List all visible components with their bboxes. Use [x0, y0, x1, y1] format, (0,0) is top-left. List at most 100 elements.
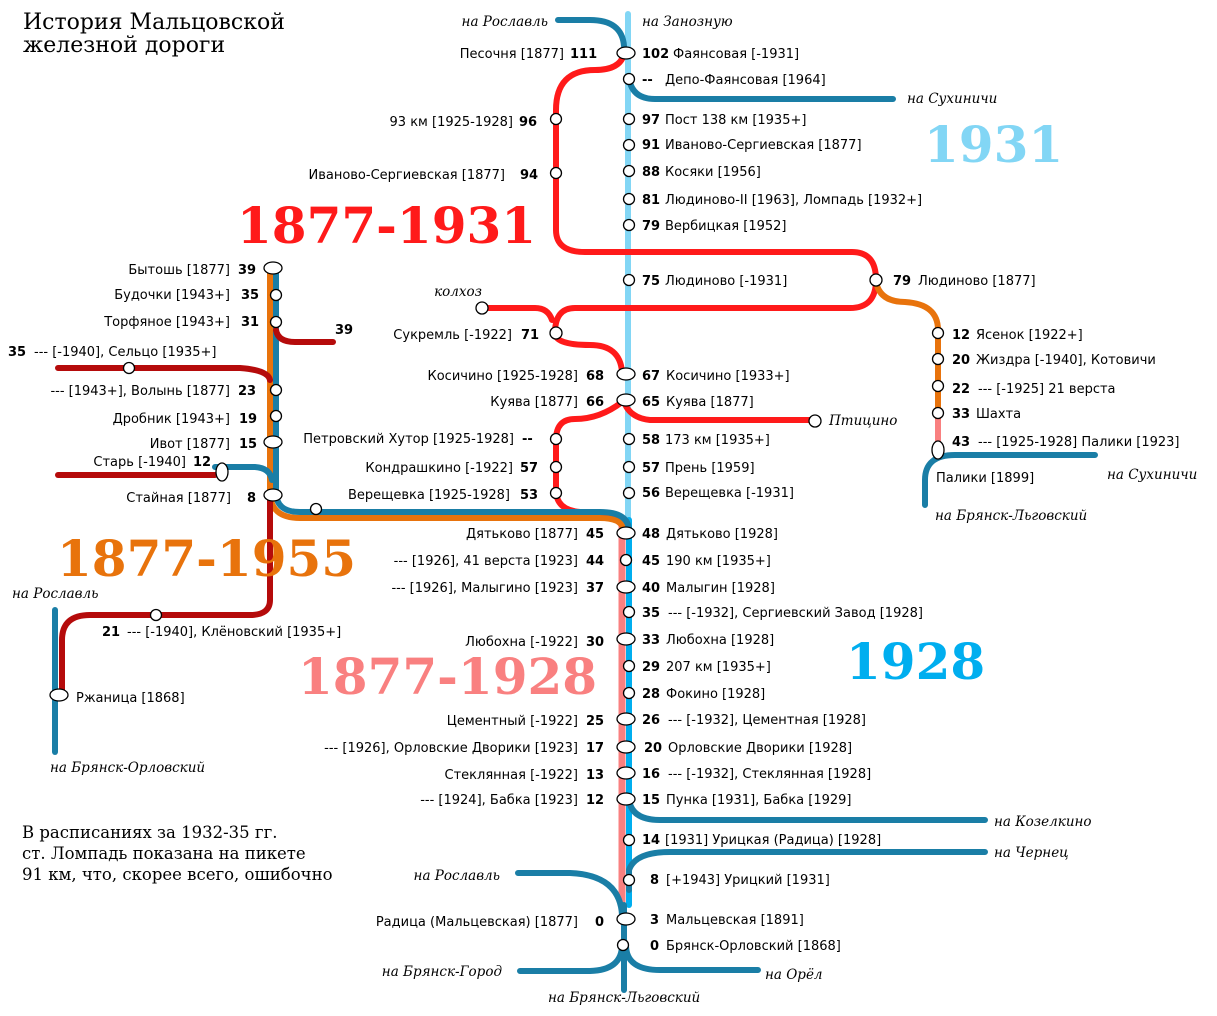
station-marker[interactable] — [263, 435, 283, 449]
station-km: 35 — [642, 606, 660, 621]
station-marker[interactable] — [309, 502, 323, 516]
station-marker[interactable] — [622, 138, 636, 152]
station-marker[interactable] — [122, 361, 136, 375]
station-marker[interactable] — [619, 553, 633, 567]
station-name: Верещевка [-1931] — [665, 486, 794, 501]
station-name: --- [-1932], Стеклянная [1928] — [668, 767, 871, 782]
station-marker[interactable] — [616, 792, 636, 806]
station-marker[interactable] — [269, 383, 283, 397]
station-marker[interactable] — [149, 608, 163, 622]
station-km: 23 — [238, 384, 256, 399]
station-name: Орловские Дворики [1928] — [668, 741, 852, 756]
station-marker[interactable] — [269, 288, 283, 302]
station-km: 3 — [650, 913, 659, 928]
station-marker[interactable] — [622, 659, 636, 673]
station-marker[interactable] — [616, 367, 636, 381]
station-km: 97 — [642, 113, 660, 128]
station-marker[interactable] — [616, 766, 636, 780]
station-marker[interactable] — [616, 938, 630, 952]
station-marker[interactable] — [269, 409, 283, 423]
station-marker[interactable] — [622, 686, 636, 700]
station-marker[interactable] — [622, 72, 636, 86]
station-marker[interactable] — [622, 218, 636, 232]
station-marker[interactable] — [622, 460, 636, 474]
station-name: Мальцевская [1891] — [666, 913, 804, 928]
station-marker[interactable] — [622, 112, 636, 126]
direction-zanoznaya: на Занозную — [642, 14, 733, 30]
station-name: Вербицкая [1952] — [665, 219, 786, 234]
line-kolkhoz — [479, 305, 555, 323]
station-km: 88 — [642, 165, 660, 180]
station-name: 190 км [1935+] — [666, 554, 771, 569]
station-marker[interactable] — [215, 462, 229, 482]
station-name: Кондрашкино [-1922] — [365, 461, 513, 476]
station-marker[interactable] — [616, 526, 636, 540]
station-name: Куява [1877] — [490, 395, 578, 410]
station-marker[interactable] — [549, 432, 563, 446]
line-palikii-blue — [922, 452, 1098, 508]
era-1877-1931: 1877-1931 — [237, 196, 536, 255]
direction-ptitsino: Птицино — [828, 413, 897, 429]
station-km: 12 — [952, 328, 970, 343]
station-km: 94 — [520, 168, 538, 183]
station-marker[interactable] — [616, 912, 636, 926]
station-marker[interactable] — [616, 632, 636, 646]
station-marker[interactable] — [622, 164, 636, 178]
station-name: Косичино [1933+] — [666, 369, 790, 384]
station-marker[interactable] — [622, 833, 636, 847]
station-marker[interactable] — [549, 326, 563, 340]
station-km: 20 — [644, 741, 662, 756]
station-marker[interactable] — [269, 315, 283, 329]
station-marker[interactable] — [549, 460, 563, 474]
station-marker[interactable] — [808, 414, 822, 428]
station-km: 20 — [952, 353, 970, 368]
station-name: Будочки [1943+] — [114, 288, 230, 303]
station-marker[interactable] — [622, 605, 636, 619]
direction-orel: на Орёл — [765, 967, 823, 983]
station-marker[interactable] — [869, 273, 883, 287]
station-marker[interactable] — [475, 301, 489, 315]
station-km: 79 — [642, 219, 660, 234]
station-marker[interactable] — [549, 166, 563, 180]
station-km: 21 — [102, 625, 120, 640]
station-km: 8 — [650, 873, 659, 888]
station-marker[interactable] — [263, 261, 283, 275]
note-line1: В расписаниях за 1932-35 гг. — [22, 823, 277, 842]
station-marker[interactable] — [622, 432, 636, 446]
station-km: 35 — [8, 345, 26, 360]
station-marker[interactable] — [616, 712, 636, 726]
station-marker[interactable] — [549, 112, 563, 126]
station-marker[interactable] — [622, 486, 636, 500]
station-marker[interactable] — [549, 486, 563, 500]
station-km: 30 — [586, 635, 604, 650]
station-marker[interactable] — [616, 580, 636, 594]
station-marker[interactable] — [616, 393, 636, 407]
station-km: 79 — [893, 274, 911, 289]
direction-chernets: на Чернец — [994, 845, 1069, 861]
station-marker[interactable] — [616, 740, 636, 754]
station-name: Дятьково [1877] — [466, 527, 578, 542]
station-name: Верещевка [1925-1928] — [348, 488, 510, 503]
station-marker[interactable] — [931, 406, 945, 420]
station-marker[interactable] — [263, 488, 283, 502]
line-seltso — [55, 365, 273, 383]
station-name: Ивот [1877] — [150, 437, 230, 452]
station-km: 15 — [642, 793, 660, 808]
title-line2: железной дороги — [23, 33, 225, 58]
station-marker[interactable] — [931, 352, 945, 366]
station-marker[interactable] — [931, 440, 945, 460]
station-km: 75 — [642, 274, 660, 289]
station-name: --- [1925-1928] Палики [1923] — [978, 435, 1180, 450]
station-marker[interactable] — [616, 46, 636, 60]
station-marker[interactable] — [49, 688, 69, 702]
station-marker[interactable] — [931, 326, 945, 340]
station-km: 37 — [586, 581, 604, 596]
station-marker[interactable] — [622, 873, 636, 887]
station-marker[interactable] — [931, 379, 945, 393]
station-km: 22 — [952, 382, 970, 397]
station-km: 40 — [642, 581, 660, 596]
station-km: 17 — [586, 741, 604, 756]
station-marker[interactable] — [622, 192, 636, 206]
station-marker[interactable] — [622, 273, 636, 287]
